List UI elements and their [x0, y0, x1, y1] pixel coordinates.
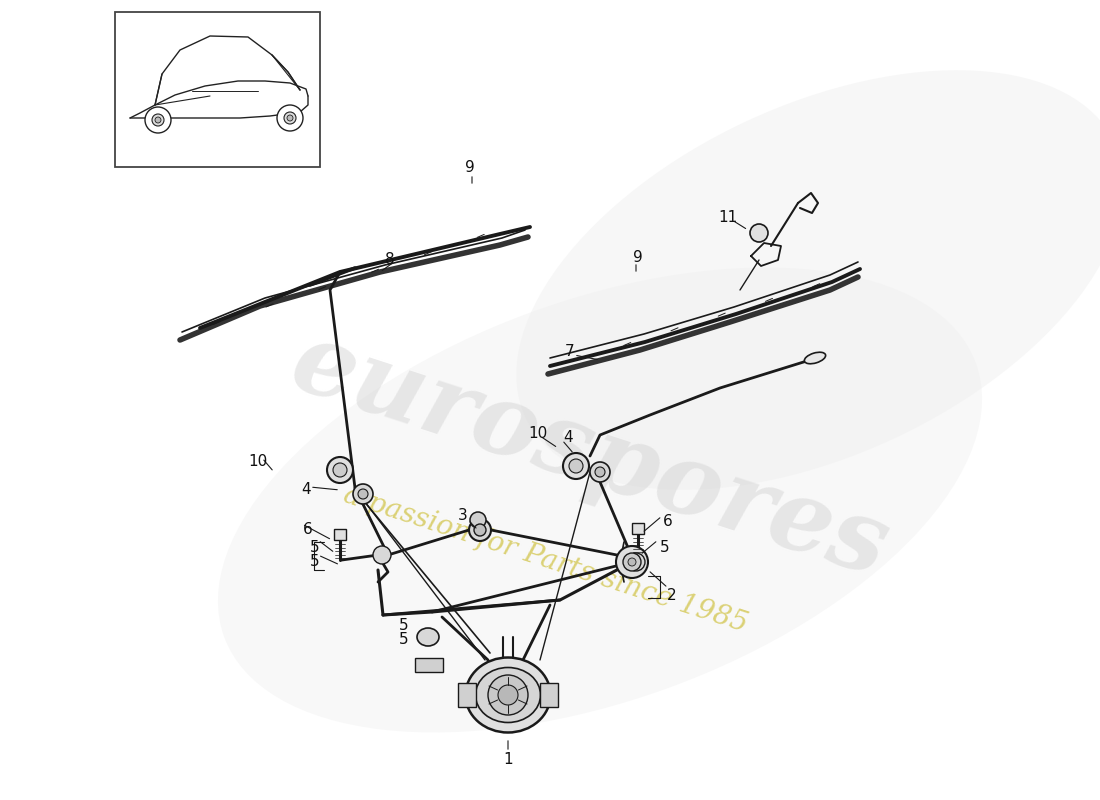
Text: 10: 10 — [249, 454, 267, 470]
Circle shape — [277, 105, 302, 131]
Circle shape — [498, 685, 518, 705]
Circle shape — [474, 524, 486, 536]
Bar — [540, 683, 558, 707]
Bar — [632, 523, 644, 534]
Bar — [458, 683, 476, 707]
Circle shape — [469, 519, 491, 541]
Text: 2: 2 — [668, 587, 676, 602]
Ellipse shape — [218, 267, 982, 733]
Circle shape — [628, 558, 636, 566]
Text: 9: 9 — [465, 161, 475, 175]
Circle shape — [595, 467, 605, 477]
Circle shape — [145, 107, 170, 133]
Circle shape — [616, 546, 648, 578]
Text: 5: 5 — [660, 541, 670, 555]
Circle shape — [358, 489, 368, 499]
Circle shape — [353, 484, 373, 504]
Text: 6: 6 — [304, 522, 312, 538]
Text: 1: 1 — [503, 753, 513, 767]
Text: 5: 5 — [399, 633, 409, 647]
Ellipse shape — [465, 658, 550, 733]
Circle shape — [627, 553, 645, 571]
Circle shape — [327, 457, 353, 483]
Circle shape — [287, 115, 293, 121]
Text: 3: 3 — [458, 507, 468, 522]
Text: 5: 5 — [399, 618, 409, 633]
Circle shape — [470, 512, 486, 528]
Text: 10: 10 — [528, 426, 548, 442]
Bar — [415, 658, 443, 672]
Text: 8: 8 — [385, 253, 395, 267]
Circle shape — [373, 546, 390, 564]
Circle shape — [333, 463, 346, 477]
Text: 9: 9 — [634, 250, 642, 266]
Ellipse shape — [475, 667, 540, 722]
Text: eurospores: eurospores — [279, 313, 900, 597]
Circle shape — [155, 117, 161, 123]
Text: 4: 4 — [301, 482, 311, 498]
Circle shape — [750, 224, 768, 242]
Circle shape — [569, 459, 583, 473]
Bar — [116, 12, 320, 167]
Circle shape — [152, 114, 164, 126]
Ellipse shape — [516, 70, 1100, 490]
Circle shape — [563, 453, 589, 479]
Circle shape — [623, 553, 641, 571]
Ellipse shape — [804, 352, 826, 364]
Text: 5: 5 — [310, 554, 320, 570]
Text: 4: 4 — [563, 430, 573, 446]
Ellipse shape — [417, 628, 439, 646]
Text: 5: 5 — [310, 541, 320, 555]
Text: 11: 11 — [718, 210, 738, 226]
Text: 7: 7 — [565, 345, 575, 359]
Text: a passion for Parts since 1985: a passion for Parts since 1985 — [340, 482, 750, 638]
Circle shape — [590, 462, 610, 482]
Circle shape — [488, 675, 528, 715]
Circle shape — [284, 112, 296, 124]
Bar — [334, 529, 346, 540]
Text: 6: 6 — [663, 514, 673, 530]
